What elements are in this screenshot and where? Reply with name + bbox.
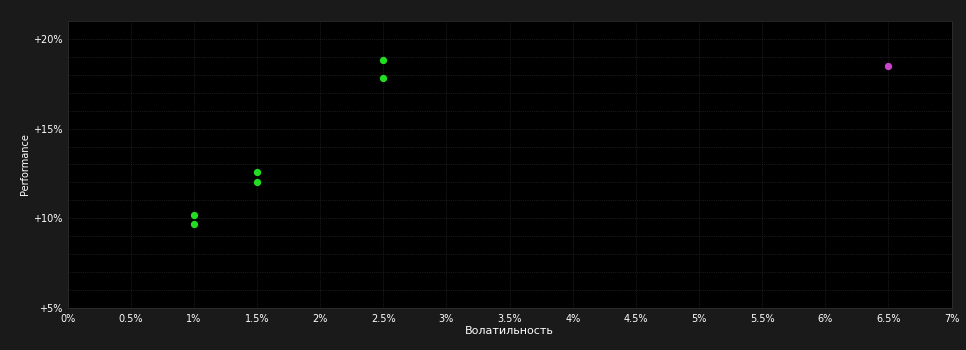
Y-axis label: Performance: Performance [19, 134, 30, 195]
Point [249, 180, 265, 185]
Point [376, 76, 391, 81]
Point [376, 58, 391, 63]
Point [186, 212, 202, 218]
Point [881, 63, 896, 69]
Point [186, 221, 202, 226]
X-axis label: Волатильность: Волатильность [465, 326, 554, 336]
Point [249, 169, 265, 175]
